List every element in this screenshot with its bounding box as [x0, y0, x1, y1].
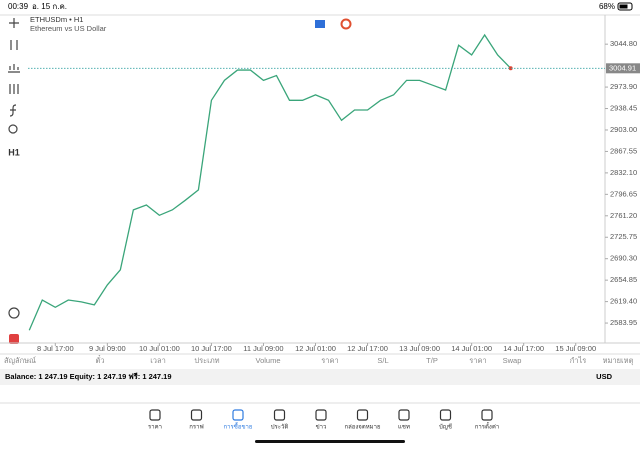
tab-label[interactable]: การตั้งค่า — [475, 421, 499, 431]
home-indicator — [255, 440, 405, 443]
column-header: S/L — [377, 356, 388, 365]
x-tick-label: 10 Jul 01:00 — [139, 344, 180, 353]
tab-icon[interactable] — [398, 409, 410, 421]
chart: 3044.80 2973.90 2938.45 2903.00 2867.55 2832.… — [28, 33, 640, 353]
tab-label[interactable]: บัญชี — [439, 423, 452, 431]
battery-level — [619, 4, 628, 9]
status-time: 00:39 — [8, 2, 29, 11]
function-icon[interactable] — [9, 104, 17, 117]
tab-icon[interactable] — [356, 409, 369, 421]
tab-icon[interactable] — [273, 409, 286, 421]
column-header: Swap — [503, 356, 522, 365]
x-tick-label: 13 Jul 09:00 — [399, 344, 440, 353]
y-tick-label: 2903.00 — [610, 125, 637, 134]
x-tick-label: 8 Jul 17:00 — [37, 344, 74, 353]
battery-icon — [617, 2, 633, 11]
crosshair-icon[interactable] — [9, 18, 19, 28]
battery-text: 68% — [599, 2, 615, 11]
balance-bar — [0, 369, 640, 385]
chart-symbol: ETHUSDm • H1 — [30, 15, 83, 24]
y-tick-label: 2973.90 — [610, 82, 637, 91]
tab-label[interactable]: ราคา — [148, 424, 162, 431]
tab-icon[interactable] — [439, 409, 452, 421]
price-label-box — [606, 63, 640, 74]
column-header: ประเภท — [194, 356, 219, 365]
x-tick-label: 12 Jul 01:00 — [295, 344, 336, 353]
tab-label[interactable]: กราฟ — [189, 424, 203, 431]
objects-icon[interactable] — [9, 84, 19, 94]
tab-label[interactable]: การซื้อขาย — [224, 421, 253, 431]
x-tick-label: 14 Jul 17:00 — [503, 344, 544, 353]
y-tick-label: 2938.45 — [610, 104, 637, 113]
y-tick-label: 2832.10 — [610, 168, 637, 177]
x-tick-label: 12 Jul 17:00 — [347, 344, 388, 353]
y-tick-label: 2654.85 — [610, 275, 637, 284]
broker-icon — [9, 334, 19, 344]
timeframe[interactable]: H1 — [8, 147, 20, 157]
y-tick-label: 2761.20 — [610, 211, 637, 220]
chart-subtitle: Ethereum vs US Dollar — [30, 24, 107, 33]
tab-label[interactable]: กล่องจดหมาย — [344, 424, 380, 431]
tab-icon[interactable] — [190, 409, 203, 421]
tab-icon[interactable] — [481, 409, 493, 421]
tab-icon[interactable] — [315, 409, 327, 421]
column-header: สัญลักษณ์ — [4, 356, 36, 365]
column-header: ราคา — [321, 356, 338, 365]
x-tick-label: 9 Jul 09:00 — [89, 344, 126, 353]
y-tick-label: 2583.95 — [610, 318, 637, 327]
balance-currency: USD — [596, 372, 612, 381]
balance-text: Balance: 1 247.19 Equity: 1 247.19 ฟรี: … — [5, 372, 172, 381]
candles-icon[interactable] — [10, 40, 18, 50]
x-tick-label: 11 Jul 09:00 — [243, 344, 283, 353]
y-tick-label: 2690.30 — [610, 254, 637, 263]
tab-icon[interactable] — [149, 409, 161, 421]
left-toolbar — [8, 18, 20, 319]
shapes-icon[interactable] — [8, 124, 18, 134]
x-tick-label: 14 Jul 01:00 — [451, 344, 492, 353]
column-header: กำไร — [570, 356, 587, 365]
zoom-icon[interactable] — [8, 307, 20, 319]
x-tick-label: 10 Jul 17:00 — [191, 344, 232, 353]
tab-label[interactable]: แชท — [398, 424, 410, 431]
price-line — [28, 33, 512, 331]
table-header: สัญลักษณ์ ตั๋ว เวลา ประเภท Volume ราคา S/L T/P ร… — [4, 355, 634, 365]
column-header: ตั๋ว — [95, 355, 104, 365]
flag-icon — [315, 20, 325, 28]
column-header: Volume — [255, 356, 280, 365]
price-label: 3004.91 — [609, 63, 636, 72]
column-header: หมายเหตุ — [603, 356, 634, 365]
x-tick-label: 15 Jul 09:00 — [555, 344, 596, 353]
y-tick-label: 2867.55 — [610, 146, 637, 155]
indicators-icon[interactable] — [8, 64, 20, 73]
y-tick-label: 2619.40 — [610, 297, 637, 306]
tab-bar: ราคา กราฟ การซื้อขาย ประวัติ ข่าว กล่องจดหมาย… — [148, 409, 499, 431]
column-header: ราคา — [469, 356, 486, 365]
column-header: เวลา — [150, 356, 166, 365]
tab-label[interactable]: ประวัติ — [271, 424, 289, 431]
y-tick-label: 2725.75 — [610, 232, 637, 241]
oneclick-icon[interactable] — [340, 18, 352, 30]
last-point — [508, 66, 513, 71]
y-tick-label: 2796.65 — [610, 189, 637, 198]
y-tick-label: 3044.80 — [610, 39, 637, 48]
tab-label[interactable]: ข่าว — [316, 424, 327, 431]
status-date: อ. 15 ก.ค. — [32, 2, 67, 11]
column-header: T/P — [426, 356, 438, 365]
tab-icon[interactable] — [232, 409, 244, 421]
